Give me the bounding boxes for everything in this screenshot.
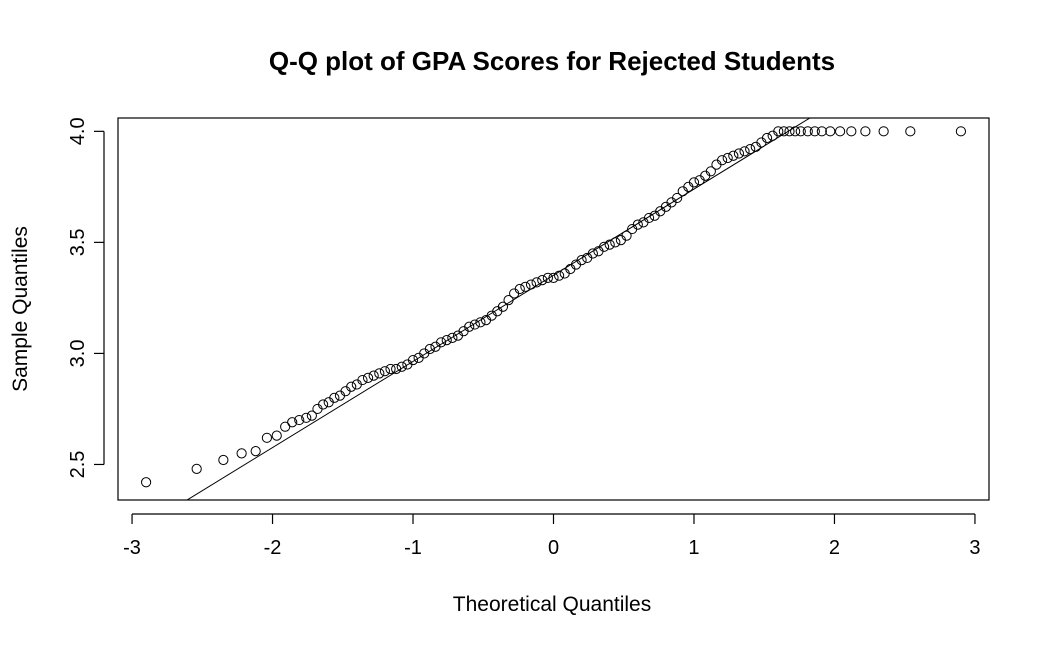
data-point <box>329 392 340 403</box>
data-point <box>191 463 202 475</box>
x-tick-label: -3 <box>123 537 141 559</box>
data-point <box>905 126 916 137</box>
y-axis: 2.5 3.0 3.5 4.0 <box>67 117 105 479</box>
data-point <box>621 230 632 241</box>
data-point <box>716 155 728 166</box>
data-point <box>362 372 374 383</box>
data-point <box>407 354 419 366</box>
data-point <box>280 421 291 432</box>
data-point <box>587 248 598 259</box>
data-point <box>140 477 152 488</box>
data-point <box>424 343 435 355</box>
data-point <box>733 148 745 159</box>
data-point <box>816 126 827 137</box>
x-tick-label: -2 <box>264 537 282 559</box>
data-point <box>761 132 773 144</box>
data-point <box>520 281 531 292</box>
data-point <box>537 275 548 286</box>
data-point <box>802 126 813 137</box>
data-point <box>441 334 452 346</box>
x-tick-label: 3 <box>969 537 980 559</box>
data-point <box>705 166 716 177</box>
data-point <box>548 272 559 284</box>
data-point <box>396 361 407 372</box>
x-axis: -3 -2 -1 0 1 2 3 <box>123 513 981 559</box>
data-point <box>688 177 700 188</box>
data-point <box>643 212 655 224</box>
data-point <box>385 363 396 375</box>
data-point <box>301 412 312 423</box>
y-tick-label: 3.0 <box>67 340 89 368</box>
data-point <box>294 414 305 426</box>
reference-line <box>186 118 811 500</box>
y-tick-label: 3.5 <box>67 228 89 256</box>
data-points <box>140 126 967 488</box>
data-point <box>475 317 486 328</box>
data-point <box>784 126 795 137</box>
data-point <box>632 219 643 230</box>
data-point <box>436 337 447 348</box>
data-point <box>878 126 889 137</box>
x-axis-label: Theoretical Quantiles <box>453 593 651 616</box>
y-axis-label: Sample Quantiles <box>9 226 32 392</box>
data-point <box>250 446 261 457</box>
y-tick-label: 4.0 <box>67 117 89 145</box>
chart-title: Q-Q plot of GPA Scores for Rejected Stud… <box>269 46 835 76</box>
data-point <box>610 237 621 248</box>
data-point <box>728 150 739 161</box>
data-point <box>722 152 733 164</box>
data-point <box>236 448 247 459</box>
data-point <box>514 283 525 295</box>
data-point <box>379 366 391 377</box>
data-point <box>357 374 368 386</box>
data-point <box>374 368 385 379</box>
data-point <box>261 432 273 443</box>
data-point <box>218 454 229 466</box>
data-point <box>531 277 542 288</box>
data-point <box>346 381 357 392</box>
data-point <box>497 301 509 312</box>
data-point <box>503 295 514 306</box>
data-point <box>739 146 750 157</box>
data-point <box>598 241 610 252</box>
data-point <box>778 126 789 137</box>
data-point <box>469 319 480 330</box>
data-point <box>525 279 537 290</box>
data-point <box>287 417 298 428</box>
data-point <box>604 239 615 250</box>
data-point <box>955 126 967 137</box>
data-point <box>846 126 857 137</box>
y-tick-label: 2.5 <box>67 451 89 479</box>
x-tick-label: 1 <box>688 537 699 559</box>
data-point <box>825 126 836 137</box>
plot-frame <box>117 117 990 501</box>
data-point <box>790 126 801 137</box>
data-point <box>773 126 784 137</box>
data-point <box>542 272 553 284</box>
data-point <box>834 126 846 137</box>
data-point <box>672 192 683 204</box>
data-point <box>368 370 379 381</box>
x-tick-label: -1 <box>404 537 422 559</box>
x-tick-label: 0 <box>548 537 559 559</box>
data-point <box>271 430 282 441</box>
x-tick-label: 2 <box>829 537 840 559</box>
data-point <box>318 399 329 410</box>
data-point <box>391 363 402 375</box>
data-point <box>860 126 871 137</box>
data-point <box>795 126 806 137</box>
data-point <box>809 126 820 137</box>
data-point <box>464 321 475 332</box>
data-point <box>306 410 317 421</box>
data-point <box>745 143 756 155</box>
data-point <box>554 270 565 281</box>
data-point <box>447 332 458 343</box>
data-point <box>576 255 587 266</box>
